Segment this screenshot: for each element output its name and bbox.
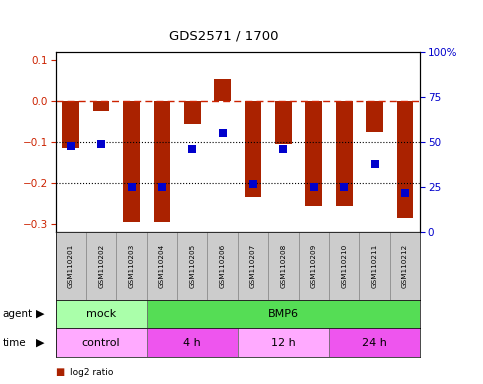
Bar [184,101,200,124]
Text: GSM110212: GSM110212 [402,244,408,288]
Bar [56,328,147,357]
Point [219,130,227,136]
Text: GSM110204: GSM110204 [159,244,165,288]
Text: GSM110203: GSM110203 [128,244,135,288]
Bar [62,101,79,148]
Bar [56,232,86,300]
Point [97,141,105,147]
Text: control: control [82,338,120,348]
Text: GSM110201: GSM110201 [68,244,74,288]
Bar [116,232,147,300]
Bar [397,101,413,218]
Bar [238,232,268,300]
Bar [214,78,231,101]
Bar [329,328,420,357]
Text: GSM110208: GSM110208 [281,244,286,288]
Point [249,180,257,187]
Point [310,184,318,190]
Bar [208,232,238,300]
Bar [359,232,390,300]
Bar [390,232,420,300]
Bar [56,300,147,328]
Point [401,190,409,196]
Text: 12 h: 12 h [271,338,296,348]
Point [158,184,166,190]
Text: GSM110202: GSM110202 [98,244,104,288]
Text: ▶: ▶ [36,338,44,348]
Bar [147,232,177,300]
Text: mock: mock [86,309,116,319]
Bar [238,328,329,357]
Point [341,184,348,190]
Text: log2 ratio: log2 ratio [70,368,114,377]
Text: 4 h: 4 h [184,338,201,348]
Text: GSM110207: GSM110207 [250,244,256,288]
Text: GDS2571 / 1700: GDS2571 / 1700 [169,29,278,42]
Text: time: time [2,338,26,348]
Bar [305,101,322,206]
Bar [86,232,116,300]
Point [128,184,135,190]
Bar [329,232,359,300]
Bar [245,101,261,197]
Bar [154,101,170,222]
Text: agent: agent [2,309,32,319]
Bar [268,232,298,300]
Point [188,146,196,152]
Text: GSM110211: GSM110211 [371,244,378,288]
Bar [275,101,292,144]
Text: GSM110206: GSM110206 [220,244,226,288]
Bar [147,328,238,357]
Text: GSM110210: GSM110210 [341,244,347,288]
Bar [298,232,329,300]
Text: GSM110209: GSM110209 [311,244,317,288]
Text: ▶: ▶ [36,309,44,319]
Text: BMP6: BMP6 [268,309,299,319]
Text: 24 h: 24 h [362,338,387,348]
Bar [366,101,383,132]
Text: ■: ■ [56,367,65,377]
Point [280,146,287,152]
Bar [123,101,140,222]
Text: GSM110205: GSM110205 [189,244,195,288]
Point [67,142,74,149]
Bar [93,101,110,111]
Bar [177,232,208,300]
Point [371,161,379,167]
Bar [336,101,353,206]
Bar [147,300,420,328]
